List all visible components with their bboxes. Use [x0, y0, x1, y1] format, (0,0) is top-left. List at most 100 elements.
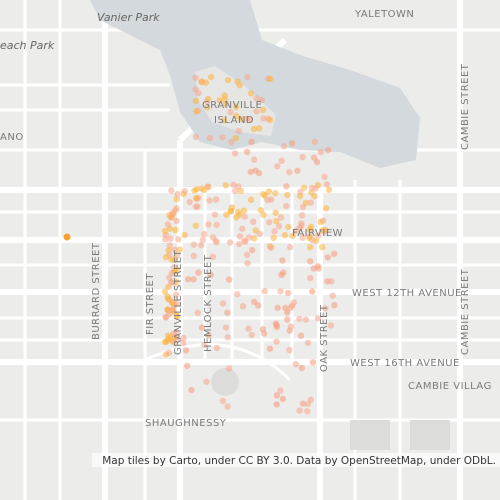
point — [173, 217, 180, 225]
point — [322, 305, 329, 312]
point — [172, 226, 179, 234]
point — [279, 257, 286, 264]
point — [292, 360, 300, 368]
water — [90, 0, 420, 168]
point — [310, 265, 317, 272]
point — [205, 221, 212, 228]
point — [317, 149, 325, 156]
point — [260, 330, 268, 337]
point — [235, 240, 243, 248]
point — [323, 205, 330, 212]
point — [268, 244, 275, 251]
point — [277, 288, 284, 295]
point — [219, 134, 226, 141]
point — [307, 243, 314, 251]
granville-island — [195, 66, 276, 136]
point — [173, 278, 180, 286]
street-label: GRANVILLE STREET — [173, 249, 184, 355]
point — [274, 304, 281, 312]
point — [181, 231, 188, 239]
point — [174, 266, 181, 273]
point — [250, 156, 258, 163]
point — [257, 206, 265, 214]
point — [168, 187, 175, 194]
point — [299, 153, 306, 161]
point — [248, 138, 255, 146]
point — [281, 231, 289, 239]
point — [285, 223, 292, 231]
point — [259, 106, 267, 114]
point — [224, 334, 231, 341]
point — [247, 90, 255, 97]
point — [289, 232, 296, 240]
point — [186, 198, 193, 206]
point — [193, 194, 200, 202]
point — [324, 254, 332, 261]
point — [211, 211, 219, 218]
point — [199, 236, 206, 244]
point — [239, 302, 247, 310]
point — [206, 134, 214, 142]
point — [318, 243, 326, 251]
point — [63, 233, 71, 241]
point — [239, 225, 246, 232]
point — [209, 253, 216, 261]
point — [167, 214, 175, 221]
point — [266, 345, 274, 352]
point — [306, 226, 313, 233]
point — [290, 299, 298, 306]
attribution-bg — [92, 453, 500, 467]
point — [302, 199, 309, 207]
point — [225, 276, 233, 283]
point — [250, 218, 257, 226]
point — [224, 309, 231, 316]
street-label: WEST 12TH AVENUE — [352, 288, 462, 299]
point — [244, 73, 251, 81]
point — [235, 127, 243, 135]
street-label: FIR STREET — [145, 273, 156, 335]
point — [234, 78, 241, 85]
point — [298, 222, 305, 229]
point — [280, 143, 288, 150]
point — [176, 246, 183, 253]
point — [307, 396, 315, 403]
point — [308, 184, 316, 192]
point — [302, 316, 310, 323]
point — [165, 283, 172, 291]
point — [192, 133, 200, 141]
point — [328, 278, 335, 285]
point — [294, 167, 301, 174]
point — [231, 187, 239, 195]
point — [164, 306, 171, 313]
point — [307, 258, 314, 265]
point — [283, 183, 290, 190]
point — [322, 226, 329, 234]
point — [224, 76, 232, 84]
point — [272, 209, 279, 216]
point — [173, 291, 180, 298]
point — [190, 241, 198, 248]
point — [220, 117, 228, 124]
point — [253, 108, 260, 115]
point — [166, 225, 174, 232]
point — [161, 227, 169, 235]
point — [188, 386, 195, 394]
point — [306, 234, 313, 242]
point — [192, 97, 200, 105]
place-label: GRANVILLE — [202, 100, 262, 111]
point — [284, 191, 291, 199]
point — [287, 323, 295, 330]
point — [197, 241, 205, 249]
place-label: Vanier Park — [97, 11, 160, 24]
point — [192, 86, 199, 93]
point — [204, 183, 211, 190]
point — [184, 276, 192, 283]
point — [227, 207, 234, 215]
point — [331, 302, 338, 309]
place-label: each Park — [0, 39, 55, 52]
point — [203, 98, 211, 105]
point — [243, 251, 251, 259]
point — [212, 196, 220, 203]
point — [195, 269, 202, 276]
